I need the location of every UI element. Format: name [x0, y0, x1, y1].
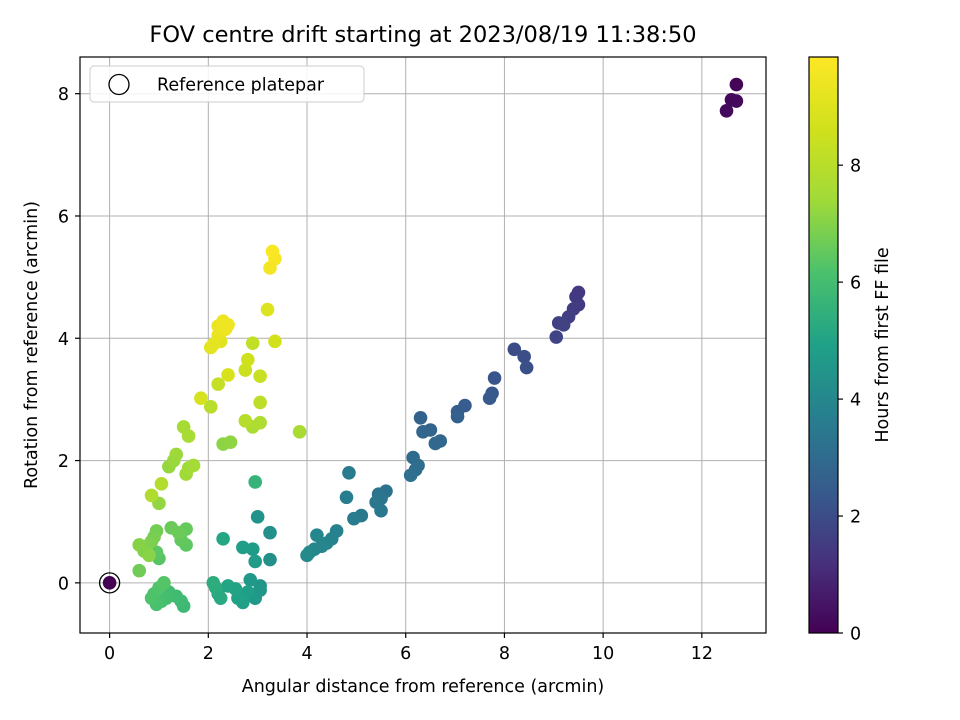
data-point: [268, 334, 282, 349]
colorbar-tick-label: 2: [850, 508, 861, 528]
data-point: [132, 563, 147, 578]
data-point: [719, 104, 734, 118]
data-point: [206, 576, 221, 590]
colorbar-label: Hours from first FF file: [873, 247, 893, 442]
x-tick-label: 6: [400, 644, 411, 664]
colorbar-tick-label: 0: [850, 625, 861, 645]
data-point: [507, 342, 522, 357]
data-point: [416, 425, 430, 439]
data-point: [221, 318, 235, 332]
chart-title: FOV centre drift starting at 2023/08/19 …: [149, 22, 696, 48]
x-tick-label: 0: [104, 644, 115, 664]
data-point: [144, 488, 159, 503]
data-point: [238, 414, 253, 428]
y-axis-label: Rotation from reference (arcmin): [22, 201, 42, 489]
data-point: [221, 579, 235, 593]
data-point: [181, 429, 196, 443]
colorbar-tick-label: 4: [850, 391, 861, 411]
data-point: [428, 436, 443, 451]
x-tick-label: 12: [691, 644, 713, 664]
data-point: [223, 435, 238, 450]
x-tick-label: 4: [301, 644, 312, 664]
data-points: [132, 77, 744, 613]
data-point: [556, 318, 571, 332]
data-point: [374, 503, 388, 518]
colorbar-tick-label: 8: [850, 157, 861, 177]
data-point: [260, 302, 275, 317]
data-point: [211, 377, 225, 391]
data-point: [243, 573, 258, 587]
data-point: [263, 525, 277, 540]
data-point: [221, 368, 235, 382]
y-tick-label: 4: [58, 330, 69, 350]
data-point: [142, 548, 156, 563]
colorbar: [808, 56, 839, 634]
data-point: [171, 525, 186, 540]
data-point: [186, 458, 201, 473]
data-point: [729, 77, 744, 92]
x-axis-label: Angular distance from reference (arcmin): [242, 677, 605, 697]
data-point: [519, 360, 534, 375]
y-tick-label: 2: [58, 452, 69, 472]
data-point: [300, 548, 314, 563]
data-point: [250, 510, 265, 524]
data-point: [194, 391, 208, 405]
data-point: [292, 425, 307, 439]
y-tick-label: 0: [58, 574, 69, 594]
data-point: [403, 468, 418, 483]
legend-entry-reference-platepar: Reference platepar: [157, 76, 325, 96]
y-axis-ticks: 0 2 4 6 8: [58, 85, 80, 594]
legend-box: [89, 65, 365, 103]
data-point: [248, 554, 263, 569]
data-point: [240, 585, 255, 599]
data-point: [342, 465, 356, 480]
data-point: [729, 94, 744, 108]
data-point: [450, 409, 465, 424]
data-point: [236, 540, 250, 555]
reference-platepar-marker: [98, 572, 121, 594]
plot-frame: [79, 56, 767, 634]
data-point: [549, 330, 564, 344]
data-point: [413, 410, 428, 425]
data-point: [347, 511, 361, 526]
data-point: [240, 352, 255, 367]
data-point: [154, 477, 169, 491]
data-point: [169, 447, 184, 462]
data-point: [339, 490, 354, 505]
reference-point: [102, 576, 117, 590]
data-point: [216, 532, 230, 546]
data-point: [253, 369, 267, 383]
data-point: [517, 349, 531, 364]
data-point: [144, 591, 159, 605]
data-point: [157, 576, 171, 590]
data-point: [310, 528, 324, 542]
x-tick-label: 2: [203, 644, 214, 664]
data-point: [487, 371, 502, 385]
data-point: [203, 399, 218, 414]
data-point: [253, 415, 267, 430]
colorbar-tick-label: 6: [850, 274, 861, 294]
colorbar-ticks: 0 2 4 6 8: [838, 157, 861, 645]
legend: Reference platepar: [89, 65, 365, 103]
data-point: [482, 391, 497, 405]
data-point: [265, 244, 280, 259]
legend-marker-icon: [108, 73, 130, 96]
x-tick-label: 8: [499, 644, 510, 664]
x-axis-ticks: 0 2 4 6 8 10 12: [104, 633, 713, 664]
data-point: [253, 395, 267, 410]
y-tick-label: 8: [58, 85, 69, 105]
data-point: [245, 336, 260, 350]
data-point: [132, 538, 147, 552]
reference-marker-layer: [98, 572, 121, 594]
y-tick-label: 6: [58, 207, 69, 227]
data-point: [248, 475, 263, 489]
x-tick-label: 10: [592, 644, 614, 664]
data-point: [263, 552, 277, 567]
data-point: [238, 363, 253, 377]
